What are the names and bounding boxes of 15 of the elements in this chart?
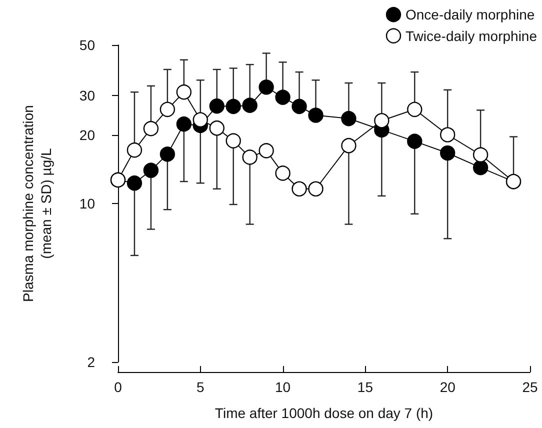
y-tick-label: 2 <box>87 354 96 370</box>
legend-label: Once-daily morphine <box>406 6 535 23</box>
y-tick-label: 30 <box>79 87 96 104</box>
legend-label: Twice-daily morphine <box>406 28 538 44</box>
y-tick-label: 20 <box>79 127 96 144</box>
x-axis-title: Time after 1000h dose on day 7 (h) <box>214 405 434 421</box>
y-tick-label: 50 <box>79 37 96 53</box>
x-tick-label: 25 <box>522 379 538 395</box>
x-tick-label: 10 <box>275 379 291 395</box>
y-tick-label: 10 <box>79 196 96 212</box>
x-tick-label: 15 <box>357 379 374 395</box>
x-tick-label: 20 <box>440 379 456 395</box>
x-tick-label: 0 <box>114 379 122 395</box>
x-tick-label: 5 <box>196 379 204 395</box>
y-axis-title: Plasma morphine concentration (mean ± SD) µg/L <box>20 105 54 302</box>
